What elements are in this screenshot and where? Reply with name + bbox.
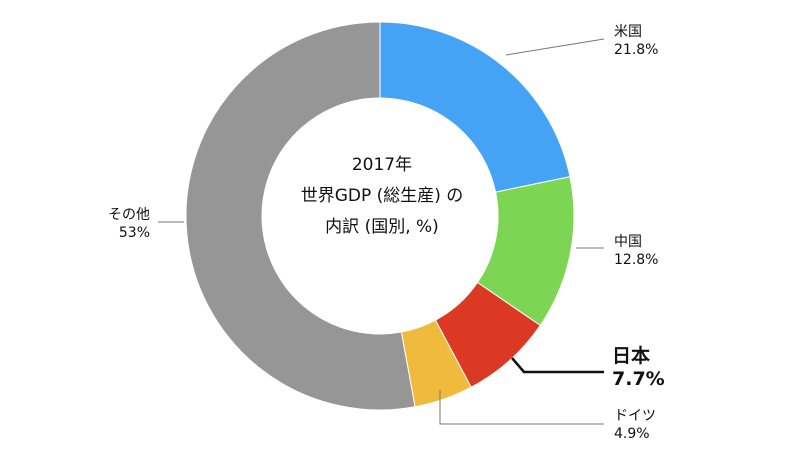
label-us: 米国 21.8%: [614, 23, 658, 59]
label-china: 中国 12.8%: [614, 233, 658, 269]
label-japan: 日本 7.7%: [612, 345, 665, 391]
label-china-name: 中国: [614, 234, 642, 250]
donut-slices: [185, 21, 575, 411]
label-others-value: 53%: [118, 225, 150, 241]
chart-title-line-2: 世界GDP (総生産) の: [300, 186, 464, 206]
label-germany-value: 4.9%: [614, 426, 650, 442]
label-germany: ドイツ 4.9%: [614, 407, 656, 443]
label-others: その他 53%: [86, 206, 150, 242]
label-us-value: 21.8%: [614, 42, 659, 58]
leader-lines: [158, 38, 605, 425]
chart-title-line-3: 内訳 (国別, %): [325, 217, 439, 237]
chart-title-line-1: 2017年: [351, 155, 413, 175]
label-us-name: 米国: [614, 24, 642, 40]
slice-us: [379, 21, 571, 193]
label-germany-name: ドイツ: [614, 408, 656, 424]
label-china-value: 12.8%: [614, 252, 659, 268]
slice-others: [185, 21, 416, 411]
leader-germany: [439, 390, 604, 425]
label-japan-name: 日本: [612, 345, 651, 367]
chart-title: 2017年 世界GDP (総生産) の 内訳 (国別, %): [282, 150, 482, 243]
label-japan-value: 7.7%: [612, 368, 665, 390]
leader-us: [505, 38, 605, 56]
label-others-name: その他: [108, 207, 150, 223]
leader-japan: [511, 357, 604, 374]
